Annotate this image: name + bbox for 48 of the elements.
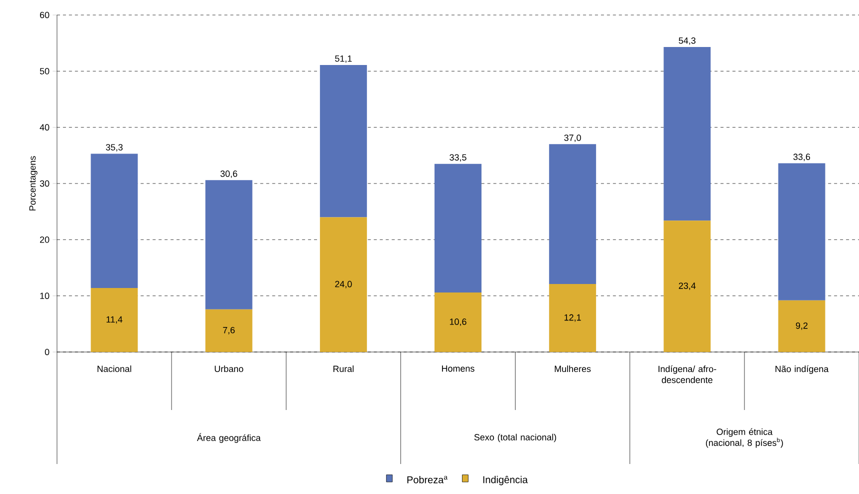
- bar: [778, 300, 826, 352]
- x-tick-label: Mulheres: [554, 365, 591, 372]
- bar: [664, 47, 711, 221]
- y-tick-label: 10: [40, 292, 50, 300]
- y-tick-label: 40: [40, 124, 50, 131]
- data-label: 11,4: [106, 316, 122, 324]
- y-tick-label: 50: [40, 68, 50, 74]
- text: Sexo (total nacional): [474, 434, 556, 442]
- x-tick-label: Nacional: [98, 365, 132, 372]
- y-axis-title: Porcentagens: [29, 156, 38, 210]
- data-label: 10,6: [450, 318, 466, 326]
- data-label: 9,2: [796, 322, 808, 330]
- bar: [434, 292, 482, 352]
- data-label: 7,6: [223, 326, 235, 334]
- text: Área geográfica: [196, 433, 261, 443]
- x-tick-label: Indígena/ afro-descendente: [658, 365, 716, 384]
- total-label: 30,6: [220, 170, 238, 178]
- bar: [90, 154, 138, 288]
- total-label: 51,1: [335, 55, 352, 63]
- y-tick-label: 30: [40, 180, 50, 187]
- text: Origem étnica (nacional, 8 píses$^{b}$): [706, 428, 783, 448]
- bar: [664, 220, 711, 352]
- total-label: 35,3: [106, 144, 123, 152]
- bar: [320, 64, 367, 218]
- y-tick-label: 60: [40, 12, 50, 18]
- bar: [549, 284, 596, 352]
- x-tick-label: Homens: [442, 365, 474, 372]
- bar: [549, 144, 596, 284]
- data-label: 24,0: [335, 280, 352, 288]
- y-tick-label: 20: [40, 236, 50, 243]
- legend-label: Indigência: [483, 476, 528, 486]
- x-tick-label: Não indígena: [776, 365, 829, 374]
- bar: [90, 288, 138, 352]
- x-tick-label: Rural: [333, 365, 354, 372]
- bar: [778, 163, 826, 300]
- bar: [205, 309, 252, 352]
- total-label: 33,6: [793, 154, 810, 162]
- bar: [320, 217, 367, 352]
- total-label: 33,5: [450, 154, 466, 162]
- data-label: 23,4: [678, 282, 696, 290]
- total-label: 37,0: [564, 134, 581, 142]
- data-label: 12,1: [564, 314, 581, 322]
- x-tick-label: Urbano: [214, 365, 244, 372]
- y-tick-label: 0: [44, 348, 50, 356]
- legend-label: Pobreza$^{a}$: [407, 476, 448, 484]
- bar: [434, 164, 482, 292]
- total-label: 54,3: [678, 37, 696, 45]
- bar: [205, 180, 252, 310]
